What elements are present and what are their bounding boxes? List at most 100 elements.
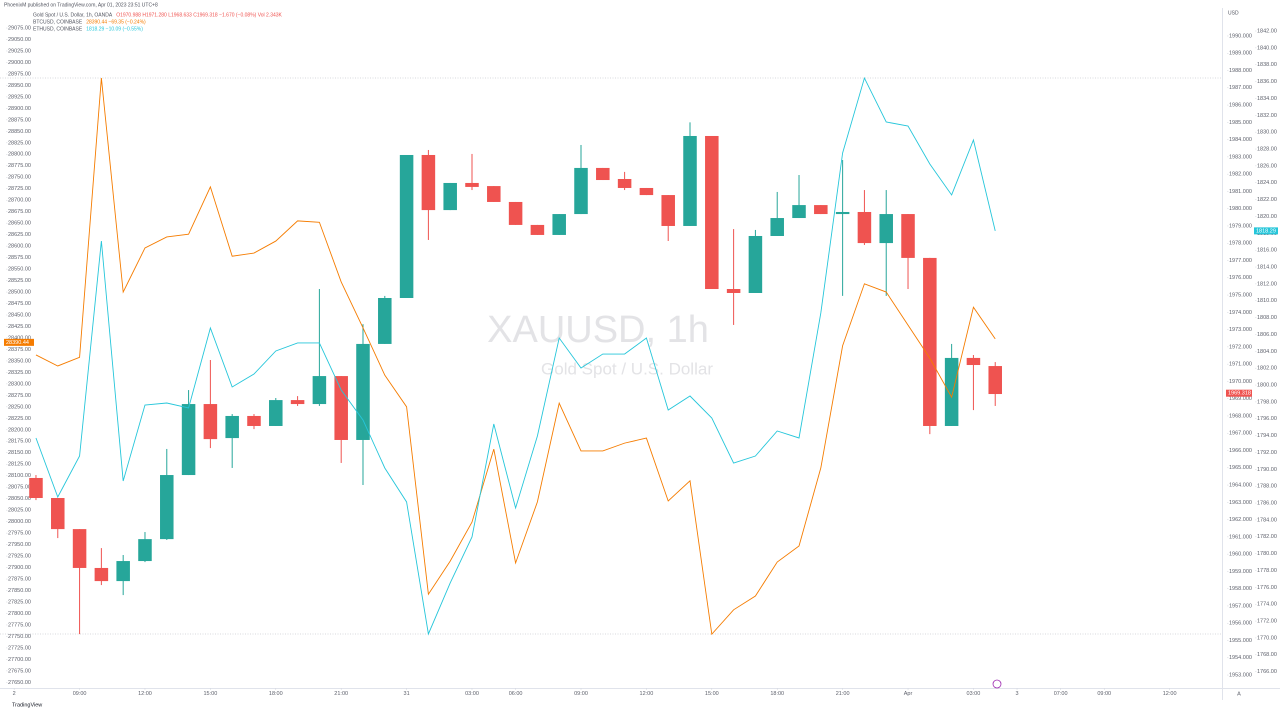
y-tick-label: 1976.000 — [1229, 275, 1252, 281]
candle-body — [269, 400, 283, 426]
y-tick-label: 28375.00 — [8, 347, 31, 353]
candle — [530, 224, 545, 235]
y-tick-label: 28825.00 — [8, 140, 31, 146]
autoscale-button[interactable]: A — [1237, 691, 1241, 697]
candle-body — [29, 477, 43, 499]
y-tick-label: 27725.00 — [8, 645, 31, 651]
candle-body — [574, 167, 588, 215]
candle — [705, 135, 719, 290]
candle — [552, 214, 566, 235]
candle-body — [334, 376, 348, 440]
candle — [639, 187, 654, 196]
candle — [683, 122, 697, 226]
candle-body — [378, 297, 392, 344]
candle — [443, 182, 457, 211]
y-tick-label: 1981.000 — [1229, 189, 1252, 195]
y-tick-label: 1834.00 — [1257, 96, 1277, 102]
candle — [596, 167, 610, 181]
y-tick-label: 1832.00 — [1257, 113, 1277, 119]
y-tick-label: 1986.000 — [1229, 103, 1252, 109]
y-tick-label: 1965.000 — [1229, 465, 1252, 471]
candle-body — [225, 415, 239, 439]
y-tick-label: 1782.00 — [1257, 534, 1277, 540]
x-tick-label: 07:00 — [1054, 691, 1068, 697]
y-tick-label: 28575.00 — [8, 255, 31, 261]
x-tick-label: 06:00 — [509, 691, 523, 697]
x-tick-label: 09:00 — [1097, 691, 1111, 697]
candle — [857, 190, 872, 245]
y-tick-label: 1772.00 — [1257, 619, 1277, 625]
x-tick-label: 09:00 — [73, 691, 87, 697]
x-tick-label: 15:00 — [705, 691, 719, 697]
y-tick-label: 1962.000 — [1229, 517, 1252, 523]
y-tick-label: 1802.00 — [1257, 366, 1277, 372]
candle-body — [312, 376, 327, 405]
y-tick-label: 28950.00 — [8, 83, 31, 89]
x-tick-label: 2 — [13, 691, 16, 697]
y-tick-label: 1822.00 — [1257, 197, 1277, 203]
x-tick-label: 18:00 — [770, 691, 784, 697]
x-tick-label: 09:00 — [574, 691, 588, 697]
y-tick-label: 1828.00 — [1257, 146, 1277, 152]
y-tick-label: 28975.00 — [8, 71, 31, 77]
candle-body — [770, 218, 784, 236]
x-tick-label: 12:00 — [640, 691, 654, 697]
y-tick-label: 28700.00 — [8, 198, 31, 204]
y-tick-label: 1977.000 — [1229, 258, 1252, 264]
y-tick-label: 1780.00 — [1257, 551, 1277, 557]
axis-unit: USD — [1228, 10, 1239, 16]
y-tick-label: 28325.00 — [8, 370, 31, 376]
y-tick-label: 1840.00 — [1257, 45, 1277, 51]
candle-body — [203, 404, 218, 440]
y-tick-label: 1968.000 — [1229, 413, 1252, 419]
legend-values: 28390.44 −69.35 (−0.24%) — [86, 19, 146, 25]
candle — [792, 175, 806, 219]
y-tick-label: 28500.00 — [8, 290, 31, 296]
candle-body — [508, 201, 523, 225]
y-tick-label: 28050.00 — [8, 496, 31, 502]
y-tick-label: 28425.00 — [8, 324, 31, 330]
y-tick-label: 28000.00 — [8, 519, 31, 525]
candle-body — [814, 205, 828, 215]
gold-price-label: 1969.318 — [1228, 391, 1251, 397]
candle — [879, 190, 893, 296]
candle-body — [726, 289, 741, 293]
y-tick-label: 28850.00 — [8, 129, 31, 135]
candle — [51, 498, 65, 539]
y-tick-label: 28150.00 — [8, 450, 31, 456]
y-tick-label: 1987.000 — [1229, 85, 1252, 91]
y-tick-label: 1816.00 — [1257, 248, 1277, 254]
y-tick-label: 28350.00 — [8, 358, 31, 364]
event-icon[interactable] — [992, 679, 1002, 689]
y-tick-label: 27800.00 — [8, 611, 31, 617]
legend-values: O1970.988 H1971.280 L1968.633 C1969.318 … — [116, 12, 282, 18]
y-tick-label: 1954.000 — [1229, 655, 1252, 661]
legend-name: Gold Spot / U.S. Dollar, 1h, OANDA — [33, 12, 113, 18]
y-tick-label: 1983.000 — [1229, 154, 1252, 160]
candle-body — [72, 529, 87, 568]
candle-body — [421, 154, 436, 211]
y-tick-label: 1810.00 — [1257, 298, 1277, 304]
candle — [181, 390, 196, 476]
candle — [901, 214, 915, 290]
y-tick-label: 1814.00 — [1257, 264, 1277, 270]
y-tick-label: 28225.00 — [8, 416, 31, 422]
y-tick-label: 28250.00 — [8, 404, 31, 410]
y-tick-label: 27975.00 — [8, 531, 31, 537]
btc-price-label-bg — [4, 338, 34, 346]
candle-body — [552, 214, 566, 235]
candle-body — [748, 235, 763, 293]
y-tick-label: 1979.000 — [1229, 223, 1252, 229]
y-tick-label: 28550.00 — [8, 267, 31, 273]
y-tick-label: 1958.000 — [1229, 586, 1252, 592]
y-tick-label: 27825.00 — [8, 599, 31, 605]
x-tick-label: 18:00 — [269, 691, 283, 697]
candle — [378, 295, 392, 344]
candle-body — [290, 400, 305, 405]
candle — [574, 144, 588, 215]
candle-body — [639, 187, 654, 196]
compare-line — [35, 78, 996, 636]
y-tick-label: 27775.00 — [8, 622, 31, 628]
